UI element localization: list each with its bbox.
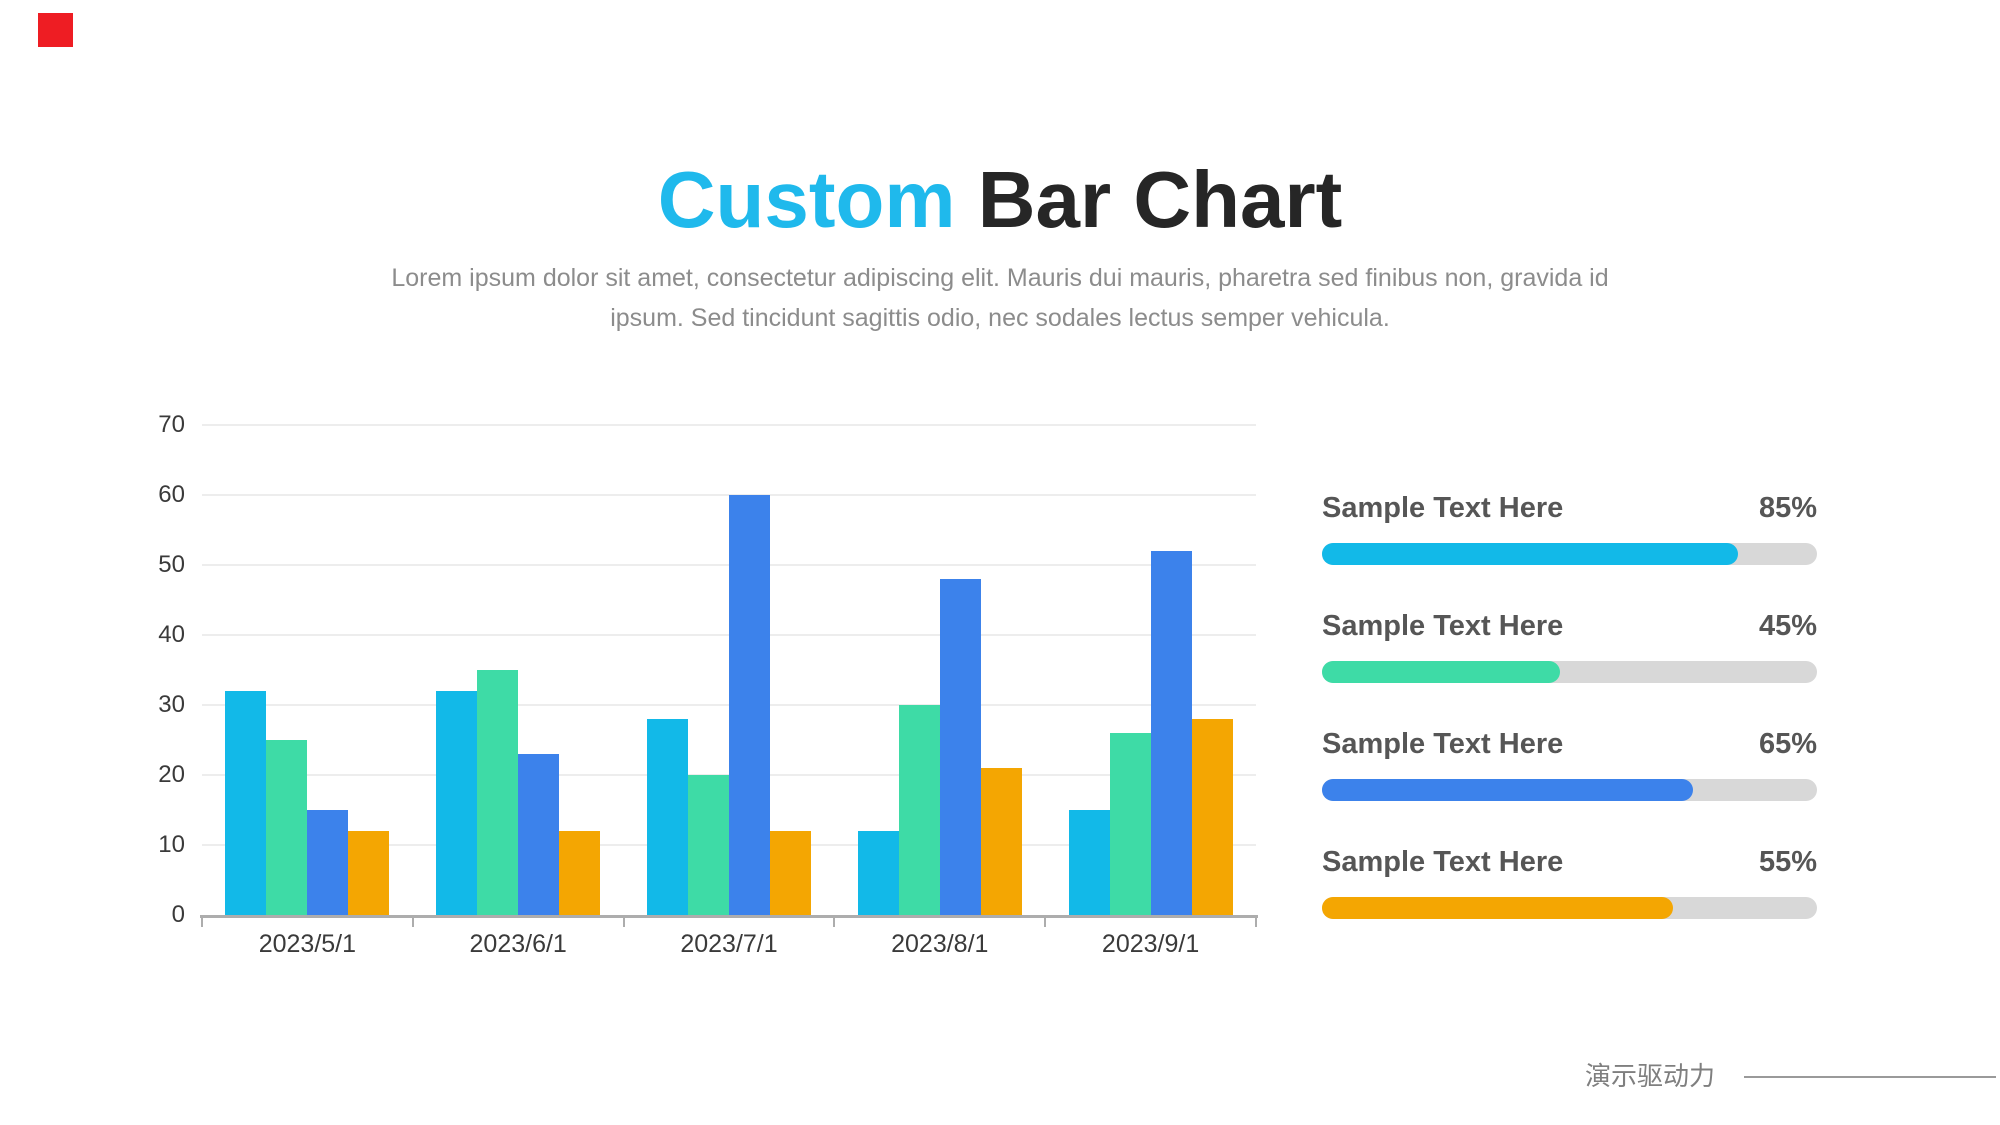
x-axis-line [200,915,1258,918]
bar-green-2023/7/1 [688,775,729,915]
y-tick-label-20: 20 [158,761,185,788]
x-category-label-2023/7/1: 2023/7/1 [680,930,778,958]
x-axis-tick-1 [411,918,414,927]
bar-cyan-2023/6/1 [436,691,478,915]
progress-fill-4 [1322,897,1673,919]
title-rest: Bar Chart [955,155,1343,244]
y-tick-label-40: 40 [158,621,185,648]
progress-percent-3: 65% [1758,728,1817,760]
progress-percent-4: 55% [1758,846,1817,878]
bar-orange-2023/7/1 [770,831,811,915]
progress-label-1: Sample Text Here [1322,492,1564,524]
x-axis-tick-3 [833,918,836,927]
progress-track-3 [1322,779,1817,801]
bar-green-2023/9/1 [1109,733,1151,915]
bar-orange-2023/8/1 [980,768,1022,915]
bar-blue-2023/6/1 [518,754,560,915]
x-axis-tick-2 [622,918,625,927]
progress-percent-1: 85% [1758,492,1817,524]
progress-fill-3 [1322,779,1693,801]
gridline-20 [202,774,1256,776]
gridline-40 [202,634,1256,636]
x-category-label-2023/5/1: 2023/5/1 [258,930,357,958]
bar-orange-2023/9/1 [1191,719,1233,915]
subtitle-line-1: Lorem ipsum dolor sit amet, consectetur … [391,264,1609,292]
gridline-30 [202,704,1256,706]
progress-percent-2: 45% [1758,610,1817,642]
y-tick-label-60: 60 [158,481,185,508]
y-tick-label-50: 50 [158,551,185,578]
bar-cyan-2023/5/1 [225,691,267,915]
gridline-10 [202,844,1256,846]
gridline-60 [202,494,1256,496]
progress-fill-1 [1322,543,1738,565]
bar-green-2023/5/1 [266,740,308,915]
progress-track-1 [1322,543,1817,565]
bar-cyan-2023/8/1 [857,831,899,915]
y-tick-label-70: 70 [158,411,185,438]
gridline-70 [202,424,1256,426]
bar-blue-2023/7/1 [729,495,770,915]
bar-green-2023/6/1 [477,670,519,915]
progress-track-2 [1322,661,1817,683]
bar-cyan-2023/7/1 [647,719,688,915]
x-axis-tick-5 [1255,918,1257,927]
progress-fill-2 [1322,661,1560,683]
brand-text: 演示驱动力 [1585,1061,1716,1091]
y-tick-label-0: 0 [171,901,185,928]
x-axis-tick-4 [1044,918,1047,927]
y-tick-label-30: 30 [158,691,185,718]
bar-blue-2023/8/1 [939,579,981,915]
bar-orange-2023/6/1 [559,831,601,915]
bar-blue-2023/5/1 [307,810,349,915]
title-highlight: Custom [657,155,956,244]
x-category-label-2023/6/1: 2023/6/1 [469,930,567,958]
x-category-label-2023/8/1: 2023/8/1 [891,930,989,958]
footer-divider-line [1744,1076,1996,1078]
bar-blue-2023/9/1 [1150,551,1192,915]
red-marker [38,13,73,47]
y-tick-label-10: 10 [158,831,185,858]
progress-track-4 [1322,897,1817,919]
page-title: Custom Bar Chart [0,148,2000,252]
x-axis-tick-0 [201,918,203,927]
progress-label-4: Sample Text Here [1322,846,1564,878]
progress-label-3: Sample Text Here [1322,728,1564,760]
progress-label-2: Sample Text Here [1322,610,1564,642]
bar-cyan-2023/9/1 [1068,810,1110,915]
subtitle: Lorem ipsum dolor sit amet, consectetur … [370,258,1630,338]
bar-green-2023/8/1 [898,705,940,915]
gridline-50 [202,564,1256,566]
x-category-label-2023/9/1: 2023/9/1 [1101,930,1200,958]
bar-orange-2023/5/1 [348,831,390,915]
subtitle-line-2: ipsum. Sed tincidunt sagittis odio, nec … [610,304,1390,332]
